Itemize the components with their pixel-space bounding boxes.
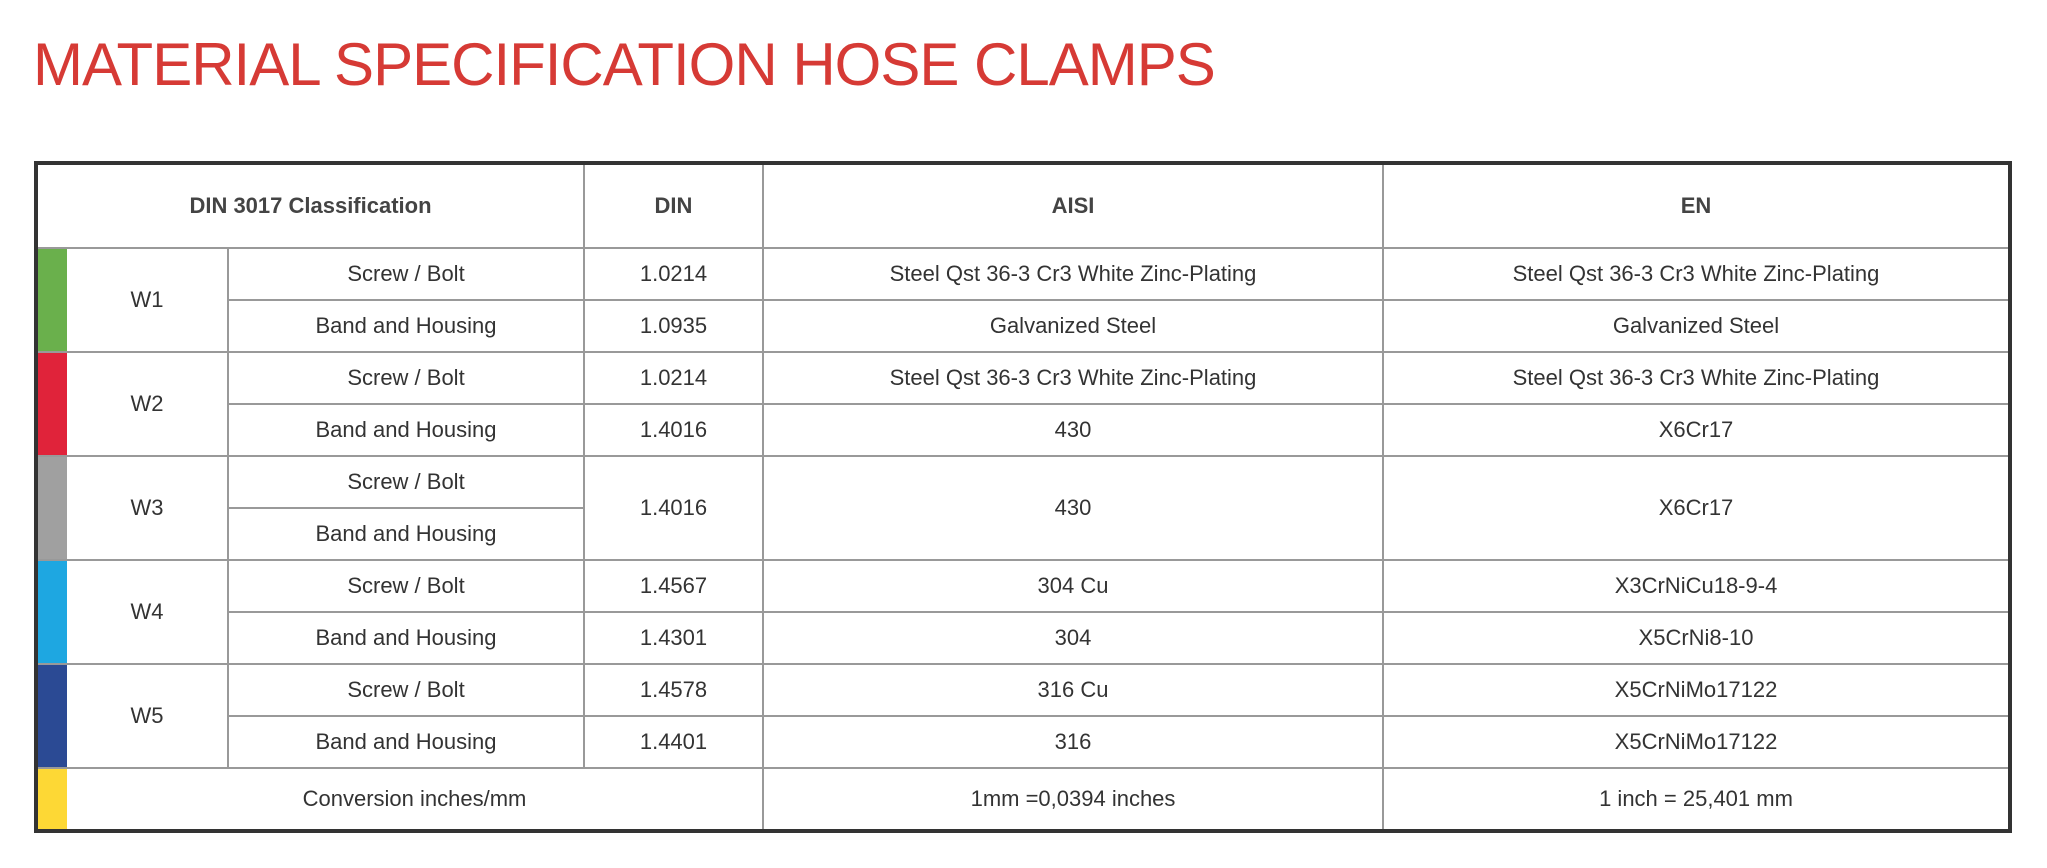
aisi-cell: 430 xyxy=(762,403,1384,457)
header-din: DIN xyxy=(583,162,764,249)
conversion-row: Conversion inches/mm 1mm =0,0394 inches 1 … xyxy=(35,767,2011,832)
part-cell: Screw / Bolt xyxy=(227,247,585,301)
aisi-cell: Steel Qst 36-3 Cr3 White Zinc-Plating xyxy=(762,247,1384,301)
aisi-cell: 304 Cu xyxy=(762,559,1384,613)
table-row: W3 Screw / Bolt 1.4016 430 X6Cr17 xyxy=(35,455,2011,561)
din-cell: 1.4016 xyxy=(583,455,764,561)
din-cell: 1.4567 xyxy=(583,559,764,613)
en-cell: Galvanized Steel xyxy=(1382,299,2011,353)
part-cell: Band and Housing xyxy=(227,403,585,457)
class-code: W1 xyxy=(67,247,229,353)
aisi-cell: 430 xyxy=(762,455,1384,561)
color-strip xyxy=(35,663,67,769)
conversion-en: 1 inch = 25,401 mm xyxy=(1382,767,2011,832)
color-strip xyxy=(35,455,67,561)
page-title: MATERIAL SPECIFICATION HOSE CLAMPS xyxy=(33,31,1216,98)
table-row: W2 Screw / Bolt 1.0214 Steel Qst 36-3 Cr3 W… xyxy=(35,351,2011,457)
part-cell: Band and Housing xyxy=(227,715,585,769)
color-strip xyxy=(35,559,67,665)
en-cell: X5CrNiMo17122 xyxy=(1382,663,2011,717)
class-code: W5 xyxy=(67,663,229,769)
table-row: W4 Screw / Bolt 1.4567 304 Cu X3CrNiCu18-9-4 xyxy=(35,559,2011,665)
part-cell: Band and Housing xyxy=(227,299,585,353)
en-cell: X6Cr17 xyxy=(1382,455,2011,561)
part-cell: Screw / Bolt xyxy=(227,663,585,717)
din-cell: 1.4016 xyxy=(583,403,764,457)
material-spec-table: DIN 3017 Classification DIN AISI EN W1 Sc… xyxy=(34,161,2012,833)
aisi-cell: Steel Qst 36-3 Cr3 White Zinc-Plating xyxy=(762,351,1384,405)
din-cell: 1.0214 xyxy=(583,247,764,301)
conversion-label: Conversion inches/mm xyxy=(67,767,764,832)
table-row: Band and Housing 1.0935 Galvanized Steel Ga… xyxy=(36,299,2011,353)
table-row: Band and Housing 1.4016 430 X6Cr17 xyxy=(36,403,2011,457)
part-cell: Screw / Bolt xyxy=(227,455,585,509)
table-row: Band and Housing 1.4401 316 X5CrNiMo17122 xyxy=(36,715,2011,769)
din-cell: 1.4301 xyxy=(583,611,764,665)
en-cell: X6Cr17 xyxy=(1382,403,2011,457)
header-aisi: AISI xyxy=(762,162,1384,249)
din-cell: 1.0214 xyxy=(583,351,764,405)
aisi-cell: 316 Cu xyxy=(762,663,1384,717)
color-strip xyxy=(35,247,67,353)
header-row: DIN 3017 Classification DIN AISI EN xyxy=(35,162,2011,249)
header-classification: DIN 3017 Classification xyxy=(35,162,585,249)
en-cell: X5CrNiMo17122 xyxy=(1382,715,2011,769)
class-code: W4 xyxy=(67,559,229,665)
conversion-aisi: 1mm =0,0394 inches xyxy=(762,767,1384,832)
aisi-cell: Galvanized Steel xyxy=(762,299,1384,353)
class-code: W3 xyxy=(67,455,229,561)
table-row: Band and Housing 1.4301 304 X5CrNi8-10 xyxy=(36,611,2011,665)
aisi-cell: 316 xyxy=(762,715,1384,769)
part-cell: Band and Housing xyxy=(227,507,585,561)
table-row: Band and Housing xyxy=(36,507,2010,561)
en-cell: X5CrNi8-10 xyxy=(1382,611,2011,665)
aisi-cell: 304 xyxy=(762,611,1384,665)
din-cell: 1.4578 xyxy=(583,663,764,717)
color-strip xyxy=(35,351,67,457)
table-row: W1 Screw / Bolt 1.0214 Steel Qst 36-3 Cr3 W… xyxy=(35,247,2011,353)
table-row: W5 Screw / Bolt 1.4578 316 Cu X5CrNiMo17122 xyxy=(35,663,2011,769)
class-code: W2 xyxy=(67,351,229,457)
color-strip xyxy=(35,767,67,832)
header-en: EN xyxy=(1382,162,2011,249)
en-cell: Steel Qst 36-3 Cr3 White Zinc-Plating xyxy=(1382,351,2011,405)
en-cell: Steel Qst 36-3 Cr3 White Zinc-Plating xyxy=(1382,247,2011,301)
part-cell: Screw / Bolt xyxy=(227,351,585,405)
din-cell: 1.4401 xyxy=(583,715,764,769)
part-cell: Band and Housing xyxy=(227,611,585,665)
en-cell: X3CrNiCu18-9-4 xyxy=(1382,559,2011,613)
part-cell: Screw / Bolt xyxy=(227,559,585,613)
din-cell: 1.0935 xyxy=(583,299,764,353)
